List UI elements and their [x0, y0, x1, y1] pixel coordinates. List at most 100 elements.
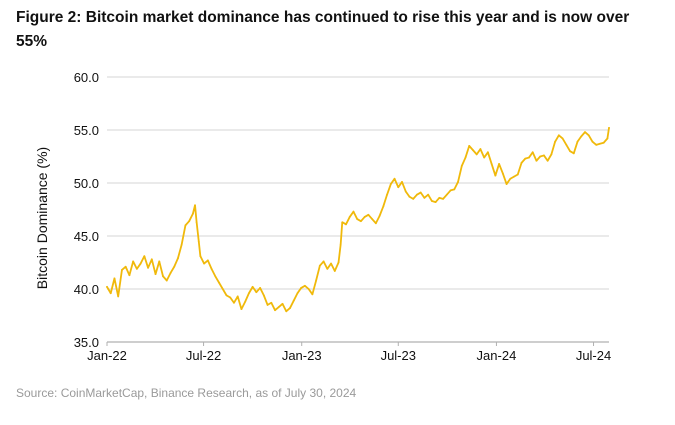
- data-point: [244, 300, 247, 303]
- data-point: [561, 137, 564, 140]
- data-point: [150, 258, 153, 261]
- data-point: [539, 155, 542, 158]
- data-point: [158, 260, 161, 263]
- data-point: [330, 262, 332, 265]
- data-point: [524, 157, 527, 160]
- data-point: [401, 181, 403, 183]
- data-point: [307, 288, 310, 290]
- data-point: [513, 175, 515, 178]
- data-point: [337, 261, 340, 264]
- data-point: [453, 188, 456, 191]
- data-point: [501, 172, 504, 175]
- y-axis-label: Bitcoin Dominance (%): [34, 147, 50, 289]
- data-point: [572, 152, 575, 155]
- data-point: [445, 193, 448, 196]
- data-point: [378, 214, 381, 217]
- data-point: [147, 266, 149, 269]
- y-tick-label: 35.0: [74, 335, 99, 350]
- data-point: [360, 220, 362, 223]
- data-point: [404, 190, 407, 193]
- data-point: [240, 308, 243, 311]
- x-tick-label: Jan-22: [87, 348, 127, 363]
- data-point: [576, 140, 579, 143]
- data-point: [274, 309, 276, 312]
- data-point: [408, 195, 411, 198]
- data-point: [472, 149, 474, 152]
- data-point: [169, 272, 172, 274]
- data-point: [195, 221, 198, 224]
- data-point: [430, 200, 433, 202]
- data-point: [487, 151, 489, 154]
- data-point: [498, 163, 500, 165]
- data-point: [292, 299, 295, 302]
- data-point: [214, 275, 217, 278]
- data-point: [599, 142, 601, 145]
- data-point: [326, 267, 329, 270]
- data-point: [535, 159, 538, 162]
- data-point: [546, 159, 549, 162]
- data-point: [339, 243, 342, 246]
- data-point: [554, 140, 557, 143]
- data-point: [386, 193, 388, 196]
- data-point: [442, 198, 444, 200]
- data-point: [106, 285, 108, 288]
- data-point: [135, 267, 138, 270]
- data-point: [121, 269, 123, 271]
- data-point: [285, 310, 288, 313]
- data-point: [543, 154, 545, 157]
- data-point: [236, 295, 239, 298]
- data-point: [569, 150, 571, 153]
- data-point: [565, 143, 568, 146]
- data-point: [479, 148, 482, 150]
- x-tick-label: Jul-24: [576, 348, 611, 363]
- data-point: [255, 291, 258, 294]
- data-point: [608, 126, 610, 129]
- data-point: [531, 151, 534, 154]
- data-point: [194, 204, 196, 207]
- series-line-bitcoin-dominance: [106, 126, 610, 313]
- data-point: [333, 270, 336, 272]
- data-point: [341, 221, 344, 224]
- data-point: [210, 267, 213, 270]
- y-tick-label: 50.0: [74, 176, 99, 191]
- data-point: [460, 165, 463, 167]
- data-point: [128, 274, 131, 277]
- data-point: [277, 306, 280, 308]
- data-point: [300, 287, 303, 289]
- data-point: [457, 181, 459, 183]
- figure-title: Figure 2: Bitcoin market dominance has c…: [16, 9, 630, 50]
- data-point: [191, 212, 194, 215]
- data-point: [229, 296, 232, 299]
- data-point: [113, 277, 116, 280]
- data-point: [281, 302, 284, 305]
- y-tick-label: 60.0: [74, 70, 99, 85]
- data-point: [494, 174, 497, 177]
- data-point: [382, 205, 385, 208]
- y-tick-label: 40.0: [74, 282, 99, 297]
- data-point: [124, 265, 127, 268]
- data-point: [587, 134, 590, 137]
- data-point: [117, 295, 120, 298]
- x-tick-label: Jul-22: [186, 348, 221, 363]
- x-tick-label: Jan-24: [477, 348, 517, 363]
- axes: [106, 341, 609, 346]
- x-tick-label: Jan-23: [282, 348, 322, 363]
- data-point: [251, 285, 254, 288]
- data-point: [203, 262, 205, 265]
- x-tick-labels: Jan-22 Jul-22 Jan-23 Jul-23 Jan-24 Jul-24: [87, 348, 611, 363]
- data-point: [419, 191, 422, 194]
- data-point: [516, 173, 519, 176]
- data-point: [270, 301, 273, 304]
- data-point: [154, 273, 157, 276]
- data-point: [374, 222, 377, 225]
- data-point: [438, 196, 441, 199]
- data-point: [248, 292, 250, 295]
- data-point: [591, 140, 594, 143]
- data-point: [434, 201, 437, 203]
- grid-lines: [107, 76, 609, 290]
- y-tick-labels: 35.0 40.0 45.0 50.0 55.0 60.0: [74, 70, 99, 350]
- source-note: Source: CoinMarketCap, Binance Research,…: [16, 386, 357, 400]
- data-point: [449, 189, 452, 192]
- data-point: [311, 293, 314, 296]
